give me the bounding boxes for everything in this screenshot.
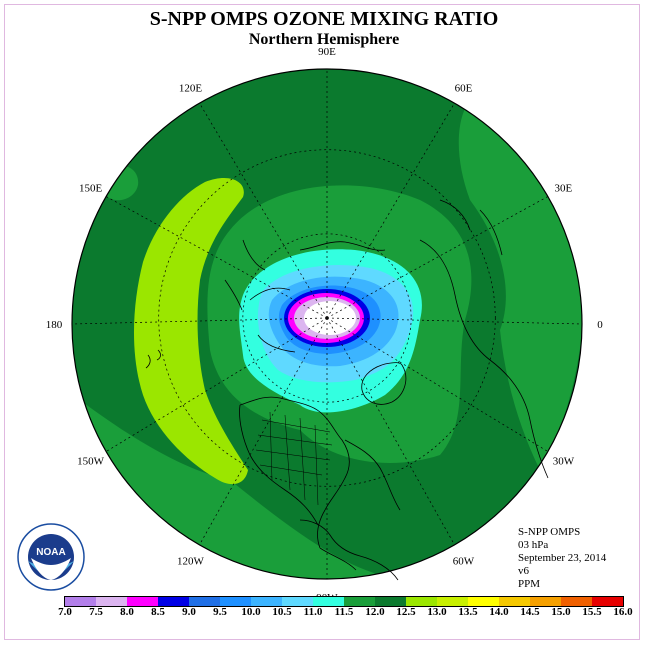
color-tick-label: 14.5 bbox=[520, 606, 540, 618]
longitude-label: 30W bbox=[553, 456, 575, 468]
info-level: 03 hPa bbox=[518, 539, 549, 551]
color-swatch bbox=[220, 597, 251, 606]
map-title: S-NPP OMPS OZONE MIXING RATIO bbox=[149, 8, 499, 30]
color-tick-label: 10.0 bbox=[241, 606, 261, 618]
color-swatch bbox=[530, 597, 561, 606]
color-swatch bbox=[592, 597, 623, 606]
meridian-line bbox=[199, 317, 328, 546]
color-legend-ticks: 7.0 7.5 8.0 8.5 9.0 9.5 10.0 10.5 11.0 11.5 12.0 12… bbox=[0, 606, 648, 622]
meridian-line bbox=[326, 317, 549, 452]
ozone-field bbox=[72, 69, 582, 579]
noaa-logo-text: NOAA bbox=[36, 547, 65, 558]
color-tick-label: 10.5 bbox=[272, 606, 292, 618]
color-tick-label: 9.5 bbox=[213, 606, 227, 618]
meridian-line bbox=[326, 102, 455, 319]
longitude-label: 90E bbox=[318, 46, 336, 58]
color-swatch bbox=[313, 597, 344, 606]
color-tick-label: 12.0 bbox=[365, 606, 385, 618]
field-no-data-pole bbox=[304, 301, 356, 335]
color-tick-label: 16.0 bbox=[613, 606, 633, 618]
color-legend-bar bbox=[64, 596, 624, 607]
meridian-line bbox=[199, 102, 328, 319]
longitude-label: 150W bbox=[77, 456, 105, 468]
meridian-line bbox=[105, 196, 328, 319]
figure-frame bbox=[4, 4, 640, 640]
color-tick-label: 9.0 bbox=[182, 606, 196, 618]
color-swatch bbox=[189, 597, 220, 606]
color-swatch bbox=[65, 597, 96, 606]
political-borders bbox=[255, 411, 333, 506]
longitude-label: 120E bbox=[179, 83, 203, 95]
color-tick-label: 15.0 bbox=[551, 606, 571, 618]
color-tick-label: 11.5 bbox=[334, 606, 354, 618]
longitude-label: 150E bbox=[79, 183, 103, 195]
color-tick-label: 15.5 bbox=[582, 606, 602, 618]
info-units: PPM bbox=[518, 578, 541, 590]
color-tick-label: 8.5 bbox=[151, 606, 165, 618]
longitude-label: 30E bbox=[555, 183, 573, 195]
longitude-label: 60E bbox=[455, 83, 473, 95]
color-tick-label: 14.0 bbox=[489, 606, 509, 618]
coastlines bbox=[145, 199, 549, 581]
product-info: S-NPP OMPS 03 hPa September 23, 2014 v6 … bbox=[518, 526, 606, 591]
longitude-label: 120W bbox=[177, 555, 205, 567]
color-tick-label: 11.0 bbox=[303, 606, 323, 618]
color-swatch bbox=[561, 597, 592, 606]
longitude-label: 180 bbox=[46, 319, 63, 331]
meridian-line bbox=[326, 317, 455, 546]
color-swatch bbox=[96, 597, 127, 606]
color-tick-label: 7.0 bbox=[58, 606, 72, 618]
info-version: v6 bbox=[518, 565, 529, 577]
color-swatch bbox=[251, 597, 282, 606]
noaa-logo: NOAA bbox=[17, 523, 85, 591]
info-instrument: S-NPP OMPS bbox=[518, 526, 581, 538]
color-tick-label: 13.5 bbox=[458, 606, 478, 618]
field-yellow-green-band bbox=[133, 177, 248, 485]
color-tick-label: 8.0 bbox=[120, 606, 134, 618]
color-tick-label: 7.5 bbox=[89, 606, 103, 618]
graticule bbox=[71, 68, 583, 580]
color-swatch bbox=[282, 597, 313, 606]
longitude-label: 0 bbox=[597, 319, 603, 331]
meridian-line bbox=[105, 317, 328, 452]
map-subtitle: Northern Hemisphere bbox=[248, 31, 400, 48]
color-swatch bbox=[499, 597, 530, 606]
color-swatch bbox=[437, 597, 468, 606]
color-tick-label: 12.5 bbox=[396, 606, 416, 618]
latitude-circle bbox=[242, 233, 412, 403]
longitude-label: 60W bbox=[453, 555, 475, 567]
meridian-line bbox=[326, 196, 549, 319]
color-tick-label: 13.0 bbox=[427, 606, 447, 618]
info-date: September 23, 2014 bbox=[518, 552, 607, 564]
color-swatch bbox=[406, 597, 437, 606]
color-swatch bbox=[158, 597, 189, 606]
color-swatch bbox=[375, 597, 406, 606]
color-swatch bbox=[468, 597, 499, 606]
color-swatch bbox=[344, 597, 375, 606]
latitude-circle bbox=[158, 149, 496, 487]
color-swatch bbox=[127, 597, 158, 606]
